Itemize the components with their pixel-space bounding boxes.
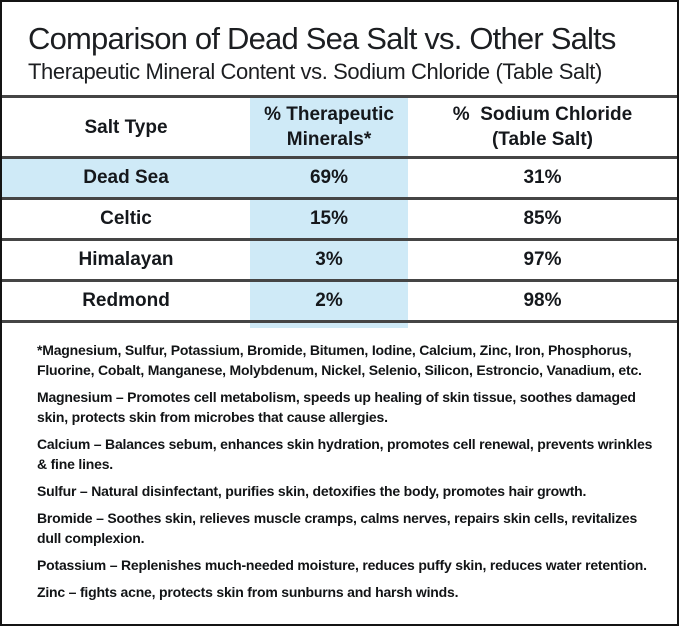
note-sulfur: Sulfur – Natural disinfectant, purifies … — [37, 483, 587, 499]
page-title: Comparison of Dead Sea Salt vs. Other Sa… — [28, 21, 616, 56]
column-header-sodium-chloride: % Sodium Chloride (Table Salt) — [452, 104, 633, 150]
salt-table: Salt Type % Therapeutic Minerals* % Sodi… — [2, 95, 677, 323]
note-bromide: Bromide – Soothes skin, relieves muscle … — [37, 510, 638, 546]
salt-name-cell: Redmond — [82, 290, 170, 311]
table-row-dead-sea: Dead Sea 69% 31% — [2, 159, 677, 200]
table-row-redmond: Redmond 2% 98% — [2, 282, 677, 323]
sodium-value-cell: 97% — [523, 249, 562, 270]
note-zinc: Zinc – fights acne, protects skin from s… — [37, 584, 459, 600]
therapeutic-value-cell: 69% — [309, 167, 349, 188]
therapeutic-value-cell: 3% — [315, 249, 343, 270]
salt-name-cell: Himalayan — [78, 249, 174, 270]
note-magnesium: Magnesium – Promotes cell metabolism, sp… — [37, 389, 636, 425]
column-header-salt-type: Salt Type — [84, 116, 168, 138]
therapeutic-minerals-column-highlight — [250, 95, 408, 328]
therapeutic-value-cell: 2% — [315, 290, 343, 311]
note-calcium: Calcium – Balances sebum, enhances skin … — [37, 436, 653, 472]
page-subtitle: Therapeutic Mineral Content vs. Sodium C… — [28, 59, 602, 84]
salt-name-cell: Dead Sea — [2, 159, 250, 197]
notes-section: *Magnesium, Sulfur, Potassium, Bromide, … — [37, 340, 655, 609]
therapeutic-value-cell: 15% — [309, 208, 349, 229]
sodium-value-cell: 98% — [523, 290, 562, 311]
sodium-value-cell: 85% — [523, 208, 562, 229]
comparison-table: Salt Type % Therapeutic Minerals* % Sodi… — [2, 95, 677, 328]
salt-name-cell: Celtic — [100, 208, 152, 229]
note-potassium: Potassium – Replenishes much-needed mois… — [37, 557, 647, 573]
title-block: Comparison of Dead Sea Salt vs. Other Sa… — [28, 20, 663, 85]
table-header-row: Salt Type % Therapeutic Minerals* % Sodi… — [2, 98, 677, 159]
column-header-therapeutic-minerals: % Therapeutic Minerals* — [264, 104, 394, 150]
sodium-value-cell: 31% — [408, 159, 677, 197]
table-row-celtic: Celtic 15% 85% — [2, 200, 677, 241]
minerals-footnote: *Magnesium, Sulfur, Potassium, Bromide, … — [37, 342, 642, 378]
table-row-himalayan: Himalayan 3% 97% — [2, 241, 677, 282]
